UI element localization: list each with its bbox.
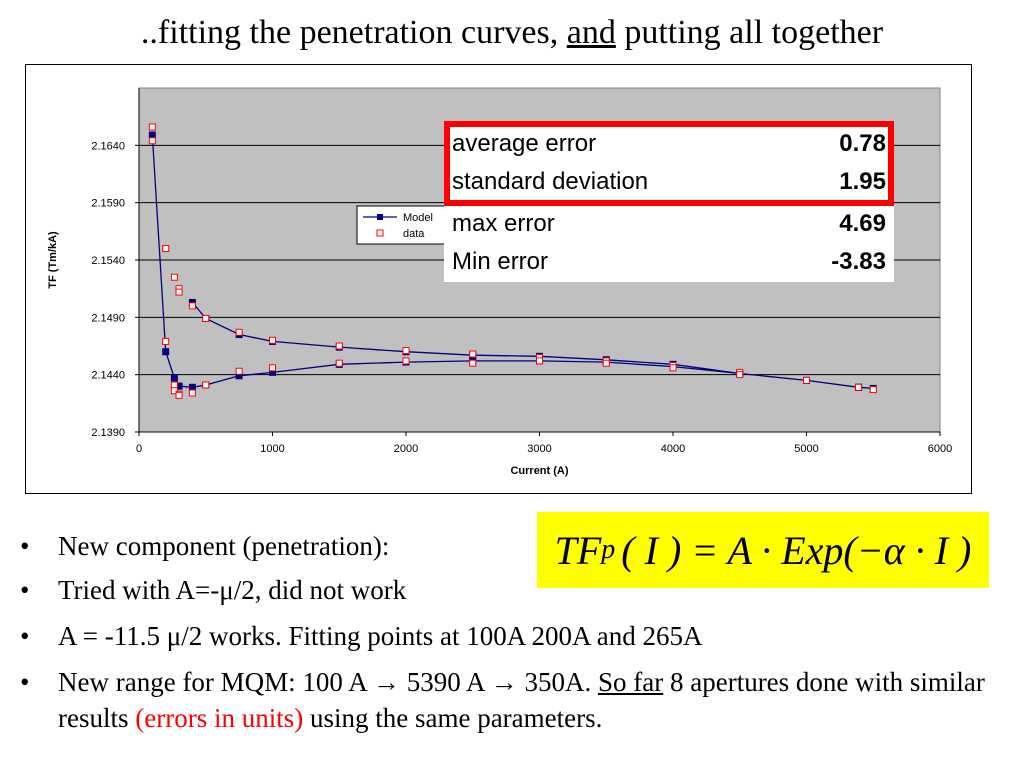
y-tick-label: 2.1490 [91, 312, 125, 324]
legend-box [356, 205, 458, 245]
data-point [469, 359, 477, 367]
bullet-dot: • [20, 667, 30, 697]
stats-row-average-error: average error 0.78 [452, 125, 886, 163]
x-tick-label: 1000 [260, 443, 284, 455]
stats-value: 0.78 [839, 130, 886, 157]
stats-row-standard-deviation: standard deviation 1.95 [452, 163, 886, 201]
data-point [602, 359, 610, 367]
bullet-underlined-fragment: So far [598, 667, 664, 697]
model-point [170, 374, 178, 382]
bullet-fragment: 5390 A [399, 667, 491, 697]
bullet-fragment: New range for MQM: 100 A [58, 667, 373, 697]
data-point [269, 364, 276, 372]
title-underlined-word: and [566, 14, 616, 51]
y-tick-label: 2.1440 [91, 370, 125, 382]
stats-value: 1.95 [839, 168, 886, 195]
right-arrow-icon: → [490, 667, 518, 697]
data-point [202, 314, 210, 322]
data-point [188, 302, 196, 310]
stats-value: -3.83 [831, 248, 886, 275]
stats-label: Min error [452, 248, 549, 275]
x-tick-label: 4000 [661, 443, 685, 455]
bullet-fragment: using the same parameters. [303, 703, 603, 733]
bullet-dot: • [20, 575, 30, 605]
formula-tf: TF [554, 527, 602, 573]
bullet-text: New range for MQM: 100 A → 5390 A → 350A… [58, 664, 1008, 736]
data-point [148, 123, 156, 131]
bullet-fragment: 8 apertures done with similar results [58, 667, 985, 733]
x-tick-label: 0 [136, 443, 142, 455]
model-point [188, 383, 196, 391]
legend-data-marker [376, 229, 384, 237]
model-point [235, 372, 243, 380]
bullet-red-fragment: (errors in units) [135, 703, 304, 733]
bullet-text: New component (penetration): [58, 528, 1008, 564]
y-tick-label: 2.1640 [91, 140, 125, 152]
data-point [162, 337, 170, 345]
bullet-text: Tried with A=-μ/2, did not work [58, 572, 1008, 608]
data-point [736, 371, 744, 379]
x-axis-label: Current (A) [510, 465, 568, 477]
data-point [402, 347, 410, 355]
data-point [235, 328, 243, 336]
bullet-fragment: New component (penetration): [58, 531, 390, 561]
bullet-dot: • [20, 621, 30, 651]
slide-title: ..fitting the penetration curves, and pu… [0, 14, 1024, 52]
y-tick-label: 2.1390 [91, 427, 125, 439]
x-tick-label: 6000 [928, 443, 952, 455]
bullet-dot: • [20, 531, 30, 561]
data-point [855, 383, 863, 391]
stats-label: average error [452, 130, 597, 157]
stats-label: standard deviation [452, 168, 649, 195]
stats-value: 4.69 [839, 210, 886, 237]
y-axis-label: TF (Tm/kA) [47, 231, 59, 289]
data-point [235, 367, 243, 375]
stats-row-max-error: max error 4.69 [452, 205, 886, 243]
data-point [170, 273, 178, 281]
y-tick-label: 2.1540 [91, 255, 125, 267]
legend-label-data: data [403, 228, 425, 240]
data-point [803, 376, 810, 384]
title-text-2: putting all together [615, 14, 884, 51]
error-stats-box: average error 0.78 standard deviation 1.… [444, 121, 894, 282]
stats-row-min-error: Min error -3.83 [452, 243, 886, 281]
y-tick-label: 2.1590 [91, 198, 125, 210]
data-point [175, 288, 183, 296]
data-point [170, 381, 178, 389]
right-arrow-icon: → [372, 667, 400, 697]
x-tick-label: 5000 [794, 443, 818, 455]
bullet-fragment: 350A. [517, 667, 598, 697]
data-point [869, 386, 877, 394]
data-point [469, 350, 477, 358]
data-point [402, 357, 410, 365]
x-tick-label: 2000 [394, 443, 418, 455]
title-text-1: ..fitting the penetration curves, [140, 14, 567, 51]
formula-subscript: p [601, 534, 616, 565]
data-point [148, 137, 156, 145]
legend-model-marker [377, 214, 383, 220]
penetration-formula: TF p( I ) = A · Exp(−α · I ) [537, 512, 989, 588]
legend-label-model: Model [403, 212, 433, 224]
model-point [162, 348, 170, 356]
data-point [188, 389, 196, 397]
data-point [175, 391, 183, 399]
data-point [269, 336, 276, 344]
bullet-text: A = -11.5 μ/2 works. Fitting points at 1… [58, 618, 1008, 654]
data-point [335, 359, 343, 367]
model-point [269, 368, 276, 376]
data-point [669, 364, 677, 372]
formula-rest: ( I ) = A · Exp(−α · I ) [621, 527, 972, 573]
model-point [175, 382, 183, 390]
data-point [536, 357, 543, 365]
stats-label: max error [452, 210, 555, 237]
data-point [202, 381, 210, 389]
bullet-fragment: Tried with A=-μ/2, did not work [58, 575, 407, 605]
stats-highlight-frame [444, 121, 894, 206]
model-point [148, 131, 156, 139]
x-tick-label: 3000 [527, 443, 551, 455]
data-point [335, 342, 343, 350]
bullet-fragment: A = -11.5 μ/2 works. Fitting points at 1… [58, 621, 703, 651]
data-point [162, 245, 170, 253]
